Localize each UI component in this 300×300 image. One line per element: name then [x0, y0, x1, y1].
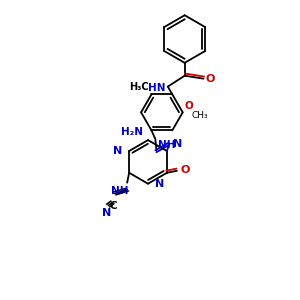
- Text: NH: NH: [111, 186, 128, 196]
- Text: O: O: [206, 74, 215, 84]
- Text: O: O: [181, 165, 190, 175]
- Text: N: N: [102, 208, 111, 218]
- Text: N: N: [113, 146, 122, 156]
- Text: N: N: [155, 179, 164, 189]
- Text: H₃C: H₃C: [129, 82, 148, 92]
- Text: C: C: [110, 200, 117, 211]
- Text: N: N: [173, 139, 182, 149]
- Text: O: O: [185, 101, 194, 111]
- Text: NH: NH: [158, 140, 176, 150]
- Text: H₂N: H₂N: [121, 127, 143, 137]
- Text: HN: HN: [148, 82, 166, 93]
- Text: CH₃: CH₃: [192, 111, 208, 120]
